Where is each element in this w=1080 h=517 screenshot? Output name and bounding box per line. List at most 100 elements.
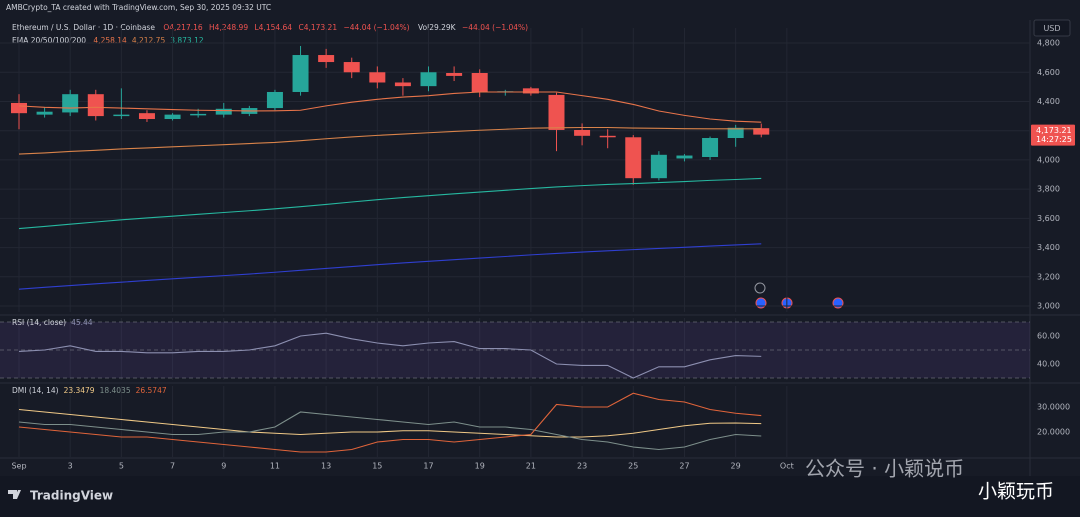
x-tick-label: Oct <box>780 462 794 471</box>
x-tick-label: 17 <box>423 462 433 471</box>
x-tick-label: 19 <box>475 462 485 471</box>
y-tick-label: 20.0000 <box>1037 428 1070 437</box>
series-line <box>18 411 762 451</box>
candle-body <box>266 91 283 109</box>
candle-body <box>727 127 744 139</box>
y-tick-label: 3,200 <box>1037 272 1060 281</box>
ohlc-low: L4,154.64 <box>254 23 292 32</box>
x-tick-label: 27 <box>679 462 689 471</box>
candle-body <box>138 113 155 120</box>
tv-logo-icon <box>8 490 21 499</box>
watermark: 公众号 · 小颖说币 <box>805 457 964 481</box>
candle-body <box>574 129 591 136</box>
candle-body <box>318 55 335 63</box>
x-tick-label: 3 <box>68 462 73 471</box>
currency[interactable]: USD <box>1043 24 1060 33</box>
indicator-value: 45.44 <box>71 318 93 327</box>
ema-legend-value: 4,212.75 <box>132 36 166 45</box>
volume-change: −44.04 (−1.04%) <box>462 23 528 32</box>
last-price-box <box>1031 124 1075 146</box>
countdown: 14:27:25 <box>1036 135 1072 144</box>
y-tick-label: 4,800 <box>1037 39 1060 48</box>
ohlc-close: C4,173.21 <box>298 23 337 32</box>
y-tick-label: 3,600 <box>1037 214 1060 223</box>
y-tick-label: 4,000 <box>1037 155 1060 164</box>
ema-legend: EMA 20/50/100/200 4,258.14 4,212.75 3,873.… <box>12 36 204 45</box>
candle-body <box>190 113 207 116</box>
indicator-legend: DMI (14, 14) 23.3479 18.4035 26.5747 <box>12 386 167 395</box>
x-tick-label: 21 <box>526 462 536 471</box>
series-line <box>18 243 762 290</box>
x-tick-label: 11 <box>270 462 280 471</box>
indicator-value: 23.3479 <box>64 386 95 395</box>
pane <box>0 28 1030 312</box>
ohlc-change: −44.04 (−1.04%) <box>343 23 409 32</box>
candle-body <box>702 138 719 157</box>
candle-body <box>113 114 130 117</box>
candle-body <box>10 102 27 114</box>
candle-body <box>164 114 181 120</box>
x-tick-label: Sep <box>11 462 26 471</box>
series-line <box>18 392 762 453</box>
candle-body <box>471 72 488 92</box>
event-icon[interactable] <box>832 297 844 309</box>
y-tick-label: 30.0000 <box>1037 403 1070 412</box>
candle-body <box>753 128 770 135</box>
candle-body <box>87 94 104 117</box>
x-tick-label: 7 <box>170 462 175 471</box>
candle-body <box>62 94 79 113</box>
event-icon[interactable] <box>755 297 767 309</box>
candle-body <box>420 72 437 87</box>
ohlc-high: H4,248.99 <box>209 23 248 32</box>
y-tick-label: 3,000 <box>1037 302 1060 311</box>
indicator-value: 26.5747 <box>136 386 167 395</box>
y-tick-label: 4,600 <box>1037 68 1060 77</box>
series-line <box>18 91 762 123</box>
candle-body <box>292 55 309 92</box>
ema-legend-value: 3,873.12 <box>170 36 204 45</box>
candle-body <box>625 137 642 179</box>
y-tick-label: 60.00 <box>1037 332 1060 341</box>
y-tick-label: 4,400 <box>1037 97 1060 106</box>
candle-body <box>599 135 616 138</box>
candle-body <box>343 62 360 73</box>
footer-bar <box>0 476 1080 517</box>
series-line <box>18 408 762 438</box>
x-tick-label: 13 <box>321 462 331 471</box>
ema-title: EMA 20/50/100/200 <box>12 36 86 45</box>
brand: TradingView <box>30 489 113 503</box>
candle-body <box>676 155 693 159</box>
ema-legend-value: 4,258.14 <box>93 36 127 45</box>
pane <box>18 386 788 457</box>
series-line <box>18 126 762 155</box>
candle-body <box>650 154 667 179</box>
credit: AMBCrypto_TA created with TradingView.co… <box>6 3 271 12</box>
pane <box>0 318 1030 380</box>
candle-body <box>522 88 539 94</box>
x-tick-label: 29 <box>731 462 741 471</box>
y-tick-label: 40.00 <box>1037 359 1060 368</box>
event-icon[interactable] <box>754 282 766 294</box>
currency-box[interactable] <box>1033 19 1071 37</box>
last-price-label: 4,173.21 <box>1036 126 1072 135</box>
symbol: Ethereum / U.S. Dollar · 1D · Coinbase <box>12 23 155 32</box>
y-tick-label: 3,400 <box>1037 243 1060 252</box>
volume: Vol29.29K <box>418 23 457 32</box>
candle-body <box>369 72 386 83</box>
watermark2: 小颖玩币 <box>978 481 1054 503</box>
x-tick-label: 23 <box>577 462 587 471</box>
series-line <box>18 332 762 379</box>
series-line <box>18 177 762 230</box>
indicator-title: DMI (14, 14) <box>12 386 59 395</box>
x-tick-label: 5 <box>119 462 124 471</box>
tv-logo: TradingView <box>8 489 113 503</box>
indicator-title: RSI (14, close) <box>12 318 66 327</box>
candle-body <box>394 82 411 87</box>
indicator-value: 18.4035 <box>100 386 131 395</box>
candle-body <box>215 108 232 115</box>
candle-body <box>548 94 565 130</box>
x-tick-label: 15 <box>372 462 382 471</box>
indicator-legend: RSI (14, close) 45.44 <box>12 318 93 327</box>
